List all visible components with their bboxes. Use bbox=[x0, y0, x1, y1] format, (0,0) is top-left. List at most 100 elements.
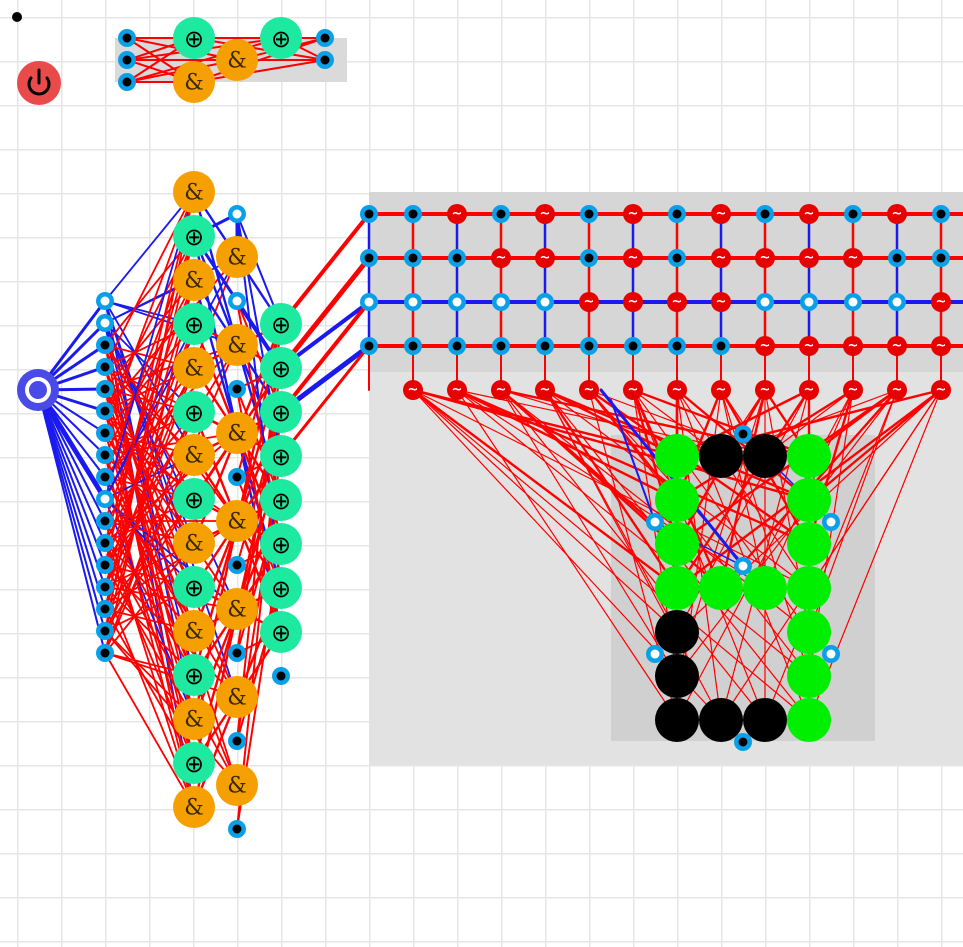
lamp-node[interactable]: ~ bbox=[535, 204, 555, 224]
and-gate[interactable]: & bbox=[216, 764, 258, 806]
lamp-node[interactable]: ~ bbox=[711, 380, 731, 400]
lamp-node[interactable]: ~ bbox=[799, 248, 819, 268]
and-gate[interactable]: & bbox=[216, 324, 258, 366]
matrix-pin[interactable] bbox=[888, 249, 906, 267]
matrix-pin[interactable] bbox=[492, 337, 510, 355]
and-gate[interactable]: & bbox=[216, 39, 258, 81]
matrix-pin[interactable] bbox=[844, 205, 862, 223]
matrix-pin[interactable] bbox=[800, 293, 818, 311]
lamp-node[interactable]: ~ bbox=[535, 248, 555, 268]
and-gate[interactable]: & bbox=[216, 676, 258, 718]
xor-gate[interactable]: ⊕ bbox=[260, 391, 302, 433]
lamp-node[interactable]: ~ bbox=[491, 248, 511, 268]
input-pin[interactable] bbox=[96, 292, 114, 310]
matrix-pin[interactable] bbox=[404, 293, 422, 311]
matrix-pin[interactable] bbox=[360, 205, 378, 223]
xor-gate[interactable]: ⊕ bbox=[173, 17, 215, 59]
display-pin[interactable] bbox=[822, 645, 840, 663]
lamp-node[interactable]: ~ bbox=[579, 380, 599, 400]
lamp-node[interactable]: ~ bbox=[711, 248, 731, 268]
lamp-node[interactable]: ~ bbox=[755, 336, 775, 356]
and-gate[interactable]: & bbox=[173, 786, 215, 828]
and-gate[interactable]: & bbox=[216, 412, 258, 454]
lamp-node[interactable]: ~ bbox=[887, 380, 907, 400]
lamp-node[interactable]: ~ bbox=[711, 204, 731, 224]
lamp-node[interactable]: ~ bbox=[755, 248, 775, 268]
lamp-node[interactable]: ~ bbox=[491, 380, 511, 400]
gate-pin[interactable] bbox=[228, 732, 246, 750]
adder-input-pin[interactable] bbox=[118, 29, 136, 47]
clock-source[interactable] bbox=[17, 369, 59, 411]
xor-gate[interactable]: ⊕ bbox=[260, 479, 302, 521]
input-pin[interactable] bbox=[96, 380, 114, 398]
and-gate[interactable]: & bbox=[173, 171, 215, 213]
display-pin[interactable] bbox=[646, 513, 664, 531]
xor-gate[interactable]: ⊕ bbox=[173, 742, 215, 784]
input-pin[interactable] bbox=[96, 622, 114, 640]
input-pin[interactable] bbox=[96, 336, 114, 354]
input-pin[interactable] bbox=[96, 534, 114, 552]
input-pin[interactable] bbox=[96, 468, 114, 486]
matrix-pin[interactable] bbox=[668, 249, 686, 267]
lamp-node[interactable]: ~ bbox=[667, 380, 687, 400]
lamp-node[interactable]: ~ bbox=[931, 380, 951, 400]
lamp-node[interactable]: ~ bbox=[843, 380, 863, 400]
input-pin[interactable] bbox=[96, 358, 114, 376]
xor-gate[interactable]: ⊕ bbox=[260, 523, 302, 565]
and-gate[interactable]: & bbox=[216, 588, 258, 630]
adder-output-pin[interactable] bbox=[316, 29, 334, 47]
lamp-node[interactable]: ~ bbox=[579, 292, 599, 312]
xor-gate[interactable]: ⊕ bbox=[173, 654, 215, 696]
gate-pin[interactable] bbox=[228, 820, 246, 838]
lamp-node[interactable]: ~ bbox=[667, 292, 687, 312]
input-pin[interactable] bbox=[96, 424, 114, 442]
gate-pin[interactable] bbox=[272, 667, 290, 685]
gate-pin[interactable] bbox=[228, 205, 246, 223]
matrix-pin[interactable] bbox=[668, 337, 686, 355]
matrix-pin[interactable] bbox=[624, 337, 642, 355]
and-gate[interactable]: & bbox=[173, 610, 215, 652]
matrix-pin[interactable] bbox=[536, 337, 554, 355]
matrix-pin[interactable] bbox=[932, 249, 950, 267]
input-pin[interactable] bbox=[96, 578, 114, 596]
matrix-pin[interactable] bbox=[404, 337, 422, 355]
lamp-node[interactable]: ~ bbox=[931, 292, 951, 312]
input-pin[interactable] bbox=[96, 446, 114, 464]
matrix-pin[interactable] bbox=[360, 293, 378, 311]
lamp-node[interactable]: ~ bbox=[623, 380, 643, 400]
matrix-pin[interactable] bbox=[492, 293, 510, 311]
and-gate[interactable]: & bbox=[173, 434, 215, 476]
xor-gate[interactable]: ⊕ bbox=[260, 611, 302, 653]
and-gate[interactable]: & bbox=[216, 236, 258, 278]
adder-output-pin[interactable] bbox=[316, 51, 334, 69]
matrix-pin[interactable] bbox=[580, 205, 598, 223]
adder-input-pin[interactable] bbox=[118, 73, 136, 91]
lamp-node[interactable]: ~ bbox=[843, 336, 863, 356]
matrix-pin[interactable] bbox=[844, 293, 862, 311]
input-pin[interactable] bbox=[96, 556, 114, 574]
display-pin[interactable] bbox=[734, 733, 752, 751]
lamp-node[interactable]: ~ bbox=[623, 204, 643, 224]
gate-pin[interactable] bbox=[228, 380, 246, 398]
matrix-pin[interactable] bbox=[668, 205, 686, 223]
matrix-pin[interactable] bbox=[888, 293, 906, 311]
lamp-node[interactable]: ~ bbox=[887, 204, 907, 224]
lamp-node[interactable]: ~ bbox=[623, 292, 643, 312]
input-pin[interactable] bbox=[96, 644, 114, 662]
lamp-node[interactable]: ~ bbox=[447, 380, 467, 400]
matrix-pin[interactable] bbox=[448, 249, 466, 267]
xor-gate[interactable]: ⊕ bbox=[260, 435, 302, 477]
xor-gate[interactable]: ⊕ bbox=[173, 478, 215, 520]
matrix-pin[interactable] bbox=[932, 205, 950, 223]
matrix-pin[interactable] bbox=[360, 337, 378, 355]
lamp-node[interactable]: ~ bbox=[711, 292, 731, 312]
lamp-node[interactable]: ~ bbox=[755, 380, 775, 400]
lamp-node[interactable]: ~ bbox=[931, 336, 951, 356]
display-pin[interactable] bbox=[822, 513, 840, 531]
lamp-node[interactable]: ~ bbox=[535, 380, 555, 400]
xor-gate[interactable]: ⊕ bbox=[173, 303, 215, 345]
lamp-node[interactable]: ~ bbox=[799, 336, 819, 356]
input-pin[interactable] bbox=[96, 490, 114, 508]
xor-gate[interactable]: ⊕ bbox=[260, 347, 302, 389]
